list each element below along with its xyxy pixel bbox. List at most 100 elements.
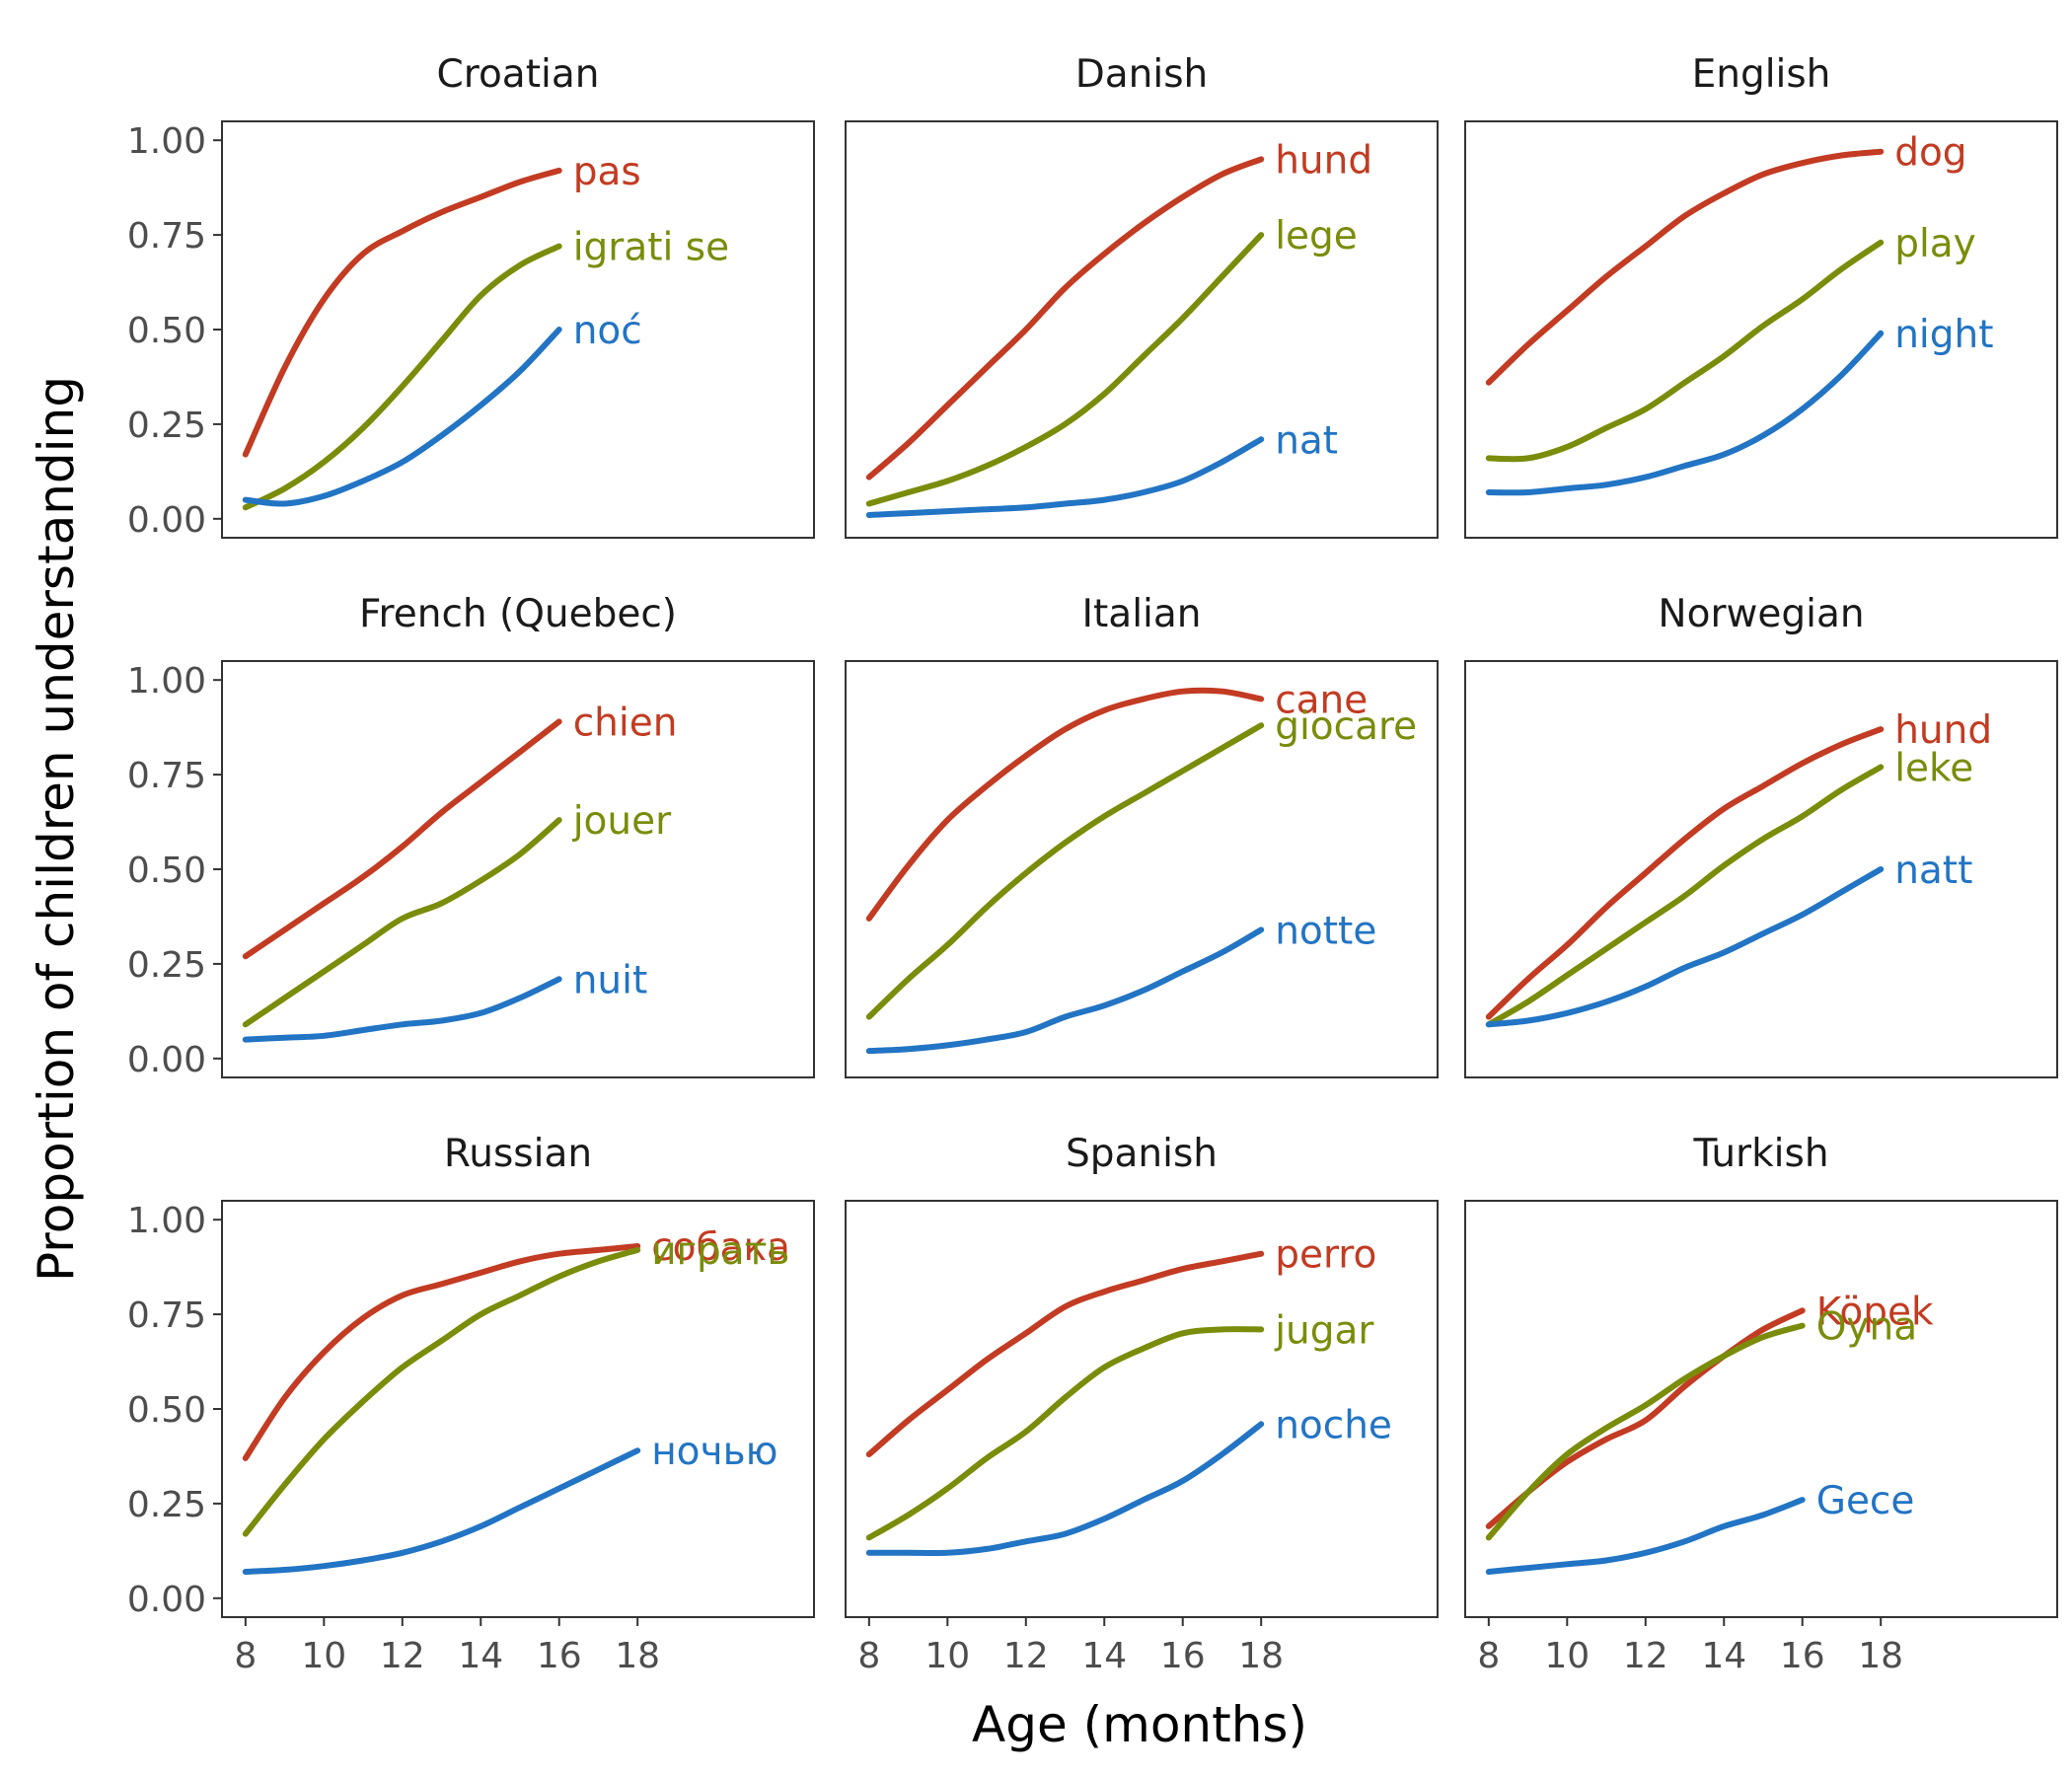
series-label-noc: noć [573, 309, 642, 353]
series-line-play [1485, 239, 1885, 463]
x-tick-label: 8 [857, 1636, 880, 1676]
series-line-gece [1485, 1497, 1806, 1575]
y-tick-label: 0.25 [127, 406, 206, 446]
series-line-nuit [242, 976, 562, 1043]
series-line-играть [242, 1246, 641, 1537]
x-tick-label: 18 [615, 1636, 660, 1676]
series-line-leke [1485, 764, 1885, 1028]
panel-title: Italian [1082, 592, 1202, 636]
panel-spanish: Spanish 8 10 12 14 16 18 perro jugar noche [845, 1132, 1439, 1676]
series-line-jugar [865, 1326, 1265, 1541]
x-axis-title: Age (months) [972, 1696, 1307, 1753]
panel-russian: Russian 0.00 0.25 0.50 0.75 1.00 8 10 12 14 16 18 со… [127, 1132, 815, 1676]
y-tick-label: 0.00 [127, 1580, 206, 1620]
panel-title: Norwegian [1658, 592, 1864, 636]
panel-frame [221, 660, 815, 1078]
x-tick-label: 18 [1858, 1636, 1903, 1676]
series-label-играть: играть [651, 1229, 789, 1274]
series-label-dog: dog [1894, 131, 1966, 176]
x-tick-label: 12 [380, 1636, 425, 1676]
series-label-jouer: jouer [572, 799, 672, 844]
panel-frame [1464, 660, 2058, 1078]
panel-title: Spanish [1066, 1132, 1218, 1176]
x-tick-label: 14 [1701, 1636, 1746, 1676]
panel-title: English [1692, 52, 1831, 97]
series-label-chien: chien [573, 701, 678, 745]
panel-frame [221, 120, 815, 539]
series-label-pas: pas [573, 150, 641, 194]
series-line-dog [1485, 148, 1885, 386]
x-tick-label: 8 [1477, 1636, 1500, 1676]
series-label-hund: hund [1275, 138, 1372, 183]
y-tick-label: 0.50 [127, 851, 206, 891]
y-tick-label: 1.00 [127, 121, 206, 162]
series-line-natt [1485, 866, 1885, 1028]
y-tick-label: 0.75 [127, 756, 206, 796]
panel-danish: Danish hund lege nat [845, 52, 1439, 539]
x-tick-label: 10 [925, 1636, 970, 1676]
series-line-notte [865, 926, 1265, 1055]
series-line-собака [242, 1243, 641, 1461]
x-tick-label: 16 [537, 1636, 582, 1676]
y-tick-label: 0.25 [127, 945, 206, 986]
panel-frame [1464, 1200, 2058, 1618]
y-tick-label: 1.00 [127, 661, 206, 702]
series-line-igrati-se [242, 243, 562, 511]
x-tick-label: 8 [234, 1636, 257, 1676]
series-label-kopek: Köpek [1816, 1290, 1934, 1334]
panel-french-quebec: French (Quebec) 0.00 0.25 0.50 0.75 1.00 chien… [127, 592, 815, 1080]
panel-frame [845, 120, 1439, 539]
panel-title: Turkish [1692, 1132, 1828, 1176]
series-line-oyna [1485, 1322, 1806, 1541]
series-label-oyna: Oyna [1816, 1305, 1917, 1350]
series-line-perro [865, 1250, 1265, 1457]
series-label-igrati-se: igrati se [573, 226, 729, 270]
series-line-chien [242, 718, 562, 960]
series-line-jouer [242, 817, 562, 1028]
panel-croatian: Croatian 0.00 0.25 0.50 0.75 1.00 pas igrati se… [127, 52, 815, 541]
panel-frame [845, 660, 1439, 1078]
y-tick-label: 0.75 [127, 216, 206, 257]
y-tick-label: 0.00 [127, 1040, 206, 1080]
series-line-hund [865, 156, 1265, 481]
series-line-night [1485, 330, 1885, 496]
series-line-hund [1485, 726, 1885, 1020]
series-label-nuit: nuit [573, 958, 648, 1002]
panel-title: Danish [1075, 52, 1209, 97]
series-label-cane: cane [1275, 678, 1368, 722]
x-tick-label: 12 [1623, 1636, 1668, 1676]
series-line-ночью [242, 1447, 641, 1575]
y-tick-label: 0.00 [127, 500, 206, 541]
x-tick-label: 16 [1160, 1636, 1206, 1676]
series-label-hund: hund [1894, 708, 1992, 753]
x-tick-label: 14 [1081, 1636, 1127, 1676]
series-label-play: play [1894, 222, 1976, 266]
panel-english: English dog play night [1464, 52, 2058, 539]
x-tick-label: 10 [301, 1636, 346, 1676]
series-label-nat: nat [1275, 418, 1338, 463]
series-label-gece: Gece [1816, 1479, 1915, 1523]
y-tick-label: 0.75 [127, 1295, 206, 1336]
x-tick-label: 10 [1544, 1636, 1590, 1676]
series-line-lege [865, 232, 1265, 507]
series-label-perro: perro [1275, 1233, 1376, 1278]
x-tick-label: 18 [1238, 1636, 1284, 1676]
series-line-nat [865, 436, 1265, 518]
series-label-night: night [1894, 313, 1993, 357]
series-label-noche: noche [1275, 1403, 1392, 1447]
y-tick-label: 0.50 [127, 1390, 206, 1431]
series-label-natt: natt [1894, 849, 1972, 893]
panels-layer: Croatian 0.00 0.25 0.50 0.75 1.00 pas igrati se… [127, 52, 2058, 1676]
series-label-notte: notte [1275, 909, 1376, 953]
series-label-leke: leke [1894, 746, 1973, 790]
panel-frame [845, 1200, 1439, 1618]
panel-title: French (Quebec) [359, 592, 677, 636]
y-tick-label: 1.00 [127, 1201, 206, 1241]
x-tick-label: 16 [1780, 1636, 1825, 1676]
series-line-cane [865, 687, 1265, 922]
panel-frame [221, 1200, 815, 1618]
y-axis-title: Proportion of children understanding [28, 376, 85, 1282]
